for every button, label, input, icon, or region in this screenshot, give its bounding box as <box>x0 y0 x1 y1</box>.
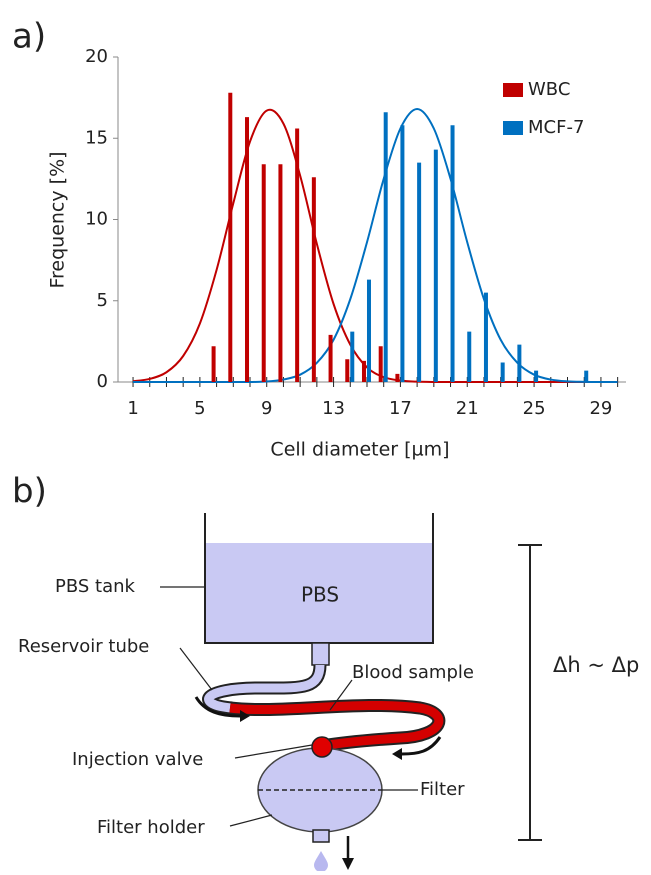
legend-label: MCF-7 <box>528 117 584 138</box>
bar <box>517 344 522 382</box>
relation-label: Δh ~ Δp <box>553 653 639 677</box>
bar <box>211 346 216 382</box>
bar <box>261 164 266 382</box>
bar <box>383 112 388 382</box>
bar <box>328 334 333 382</box>
label: Blood sample <box>352 662 474 683</box>
diagram: b) PBS PBS tank Reservoir tube Blood sam… <box>12 472 639 872</box>
x-tick-label: 25 <box>523 398 546 419</box>
y-tick-label: 0 <box>97 371 108 392</box>
leader-line <box>234 744 313 759</box>
x-tick-label: 29 <box>589 398 612 419</box>
arrow-head <box>342 858 354 870</box>
x-tick-label: 17 <box>389 398 412 419</box>
bar <box>584 370 589 382</box>
bar <box>245 117 250 382</box>
flow-arrow <box>401 736 442 756</box>
fit-curve <box>133 107 618 384</box>
reservoir-tube <box>204 664 325 713</box>
x-axis-label: Cell diameter [µm] <box>270 439 449 461</box>
connector <box>311 642 330 666</box>
bar <box>350 331 355 382</box>
x-tick-label: 1 <box>127 398 138 419</box>
tank-text: PBS <box>301 583 339 607</box>
bar <box>345 359 350 382</box>
leader-line <box>329 679 353 711</box>
bar <box>400 125 405 382</box>
bar <box>483 292 488 382</box>
bar <box>395 373 400 382</box>
bar <box>534 370 539 382</box>
bar <box>467 331 472 382</box>
label: PBS tank <box>55 576 136 597</box>
bar <box>295 128 300 382</box>
panel-label: b) <box>12 472 47 512</box>
y-tick-label: 10 <box>85 209 108 230</box>
bar <box>228 92 233 382</box>
label: Reservoir tube <box>18 636 149 657</box>
x-tick-label: 13 <box>322 398 345 419</box>
injection-valve <box>311 736 333 758</box>
drop <box>314 851 328 872</box>
legend-swatch <box>503 121 523 135</box>
y-axis-label: Frequency [%] <box>47 151 69 288</box>
leader-line <box>229 814 273 827</box>
pbs-liquid <box>205 543 433 643</box>
y-tick-label: 20 <box>85 46 108 67</box>
bar <box>500 362 505 382</box>
bar <box>417 162 422 382</box>
legend-label: WBC <box>528 79 570 100</box>
bar <box>366 279 371 382</box>
x-tick-label: 9 <box>261 398 272 419</box>
bar <box>311 177 316 382</box>
flow-arrow <box>194 696 241 718</box>
bar <box>278 164 283 382</box>
bar <box>433 149 438 382</box>
leader-line <box>179 647 213 691</box>
bar <box>450 125 455 382</box>
bar <box>361 360 366 382</box>
arrow-head <box>240 710 250 722</box>
blood-tube <box>229 700 444 751</box>
panel-label: a) <box>12 17 46 57</box>
arrow-head <box>392 748 402 760</box>
bar <box>378 346 383 382</box>
y-tick-label: 5 <box>97 290 108 311</box>
label: Filter holder <box>97 817 205 838</box>
legend-swatch <box>503 83 523 97</box>
label: Filter <box>420 779 465 800</box>
x-tick-label: 5 <box>194 398 205 419</box>
label: Injection valve <box>72 749 203 770</box>
x-tick-label: 21 <box>456 398 479 419</box>
outlet <box>312 829 330 843</box>
y-tick-label: 15 <box>85 127 108 148</box>
fit-curve <box>132 108 618 384</box>
